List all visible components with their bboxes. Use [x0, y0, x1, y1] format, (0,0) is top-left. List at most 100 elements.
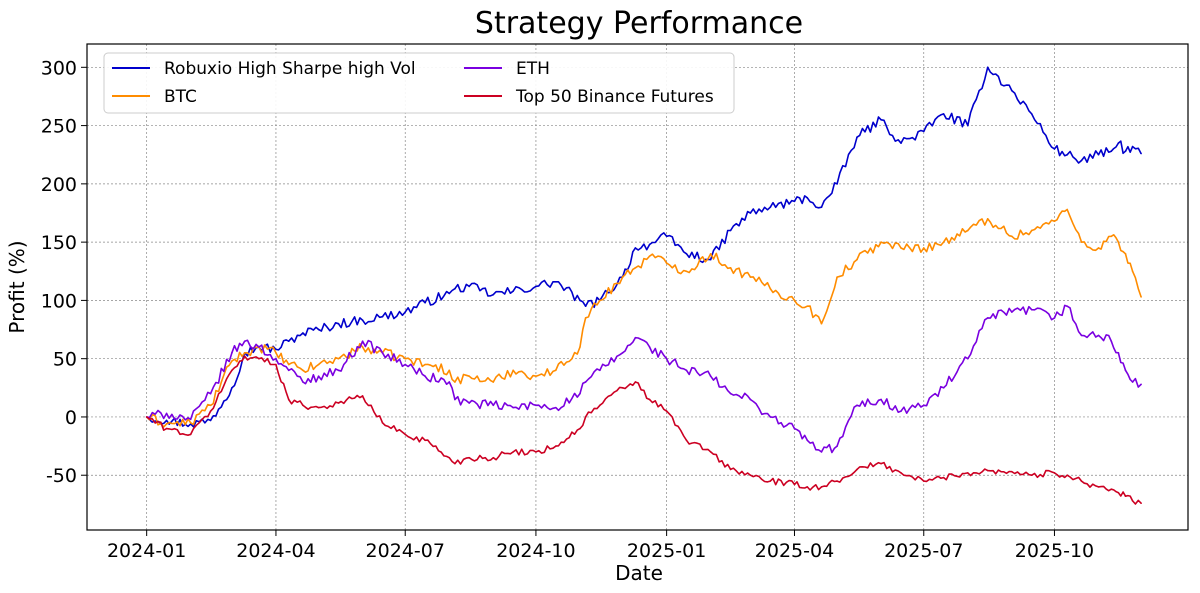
data-point	[967, 357, 969, 360]
data-point	[836, 445, 838, 447]
data-point	[1097, 486, 1100, 488]
data-point	[231, 387, 233, 389]
data-point	[599, 369, 601, 372]
y-tick-label: 300	[41, 57, 77, 79]
data-point	[856, 404, 858, 407]
data-point	[492, 404, 495, 407]
data-point	[599, 404, 601, 407]
data-point	[492, 456, 495, 459]
data-point	[967, 229, 969, 232]
data-point	[189, 421, 192, 424]
data-point	[685, 270, 688, 273]
data-point	[1053, 472, 1056, 474]
y-tick-label: 150	[41, 232, 77, 254]
data-point	[287, 340, 290, 342]
data-point	[555, 445, 557, 447]
y-axis-label: Profit (%)	[5, 240, 29, 333]
legend-entry: Robuxio High Sharpe high Vol	[164, 59, 416, 79]
data-point	[492, 381, 495, 383]
data-point	[986, 469, 989, 472]
data-point	[1011, 235, 1013, 238]
data-point	[258, 357, 260, 360]
data-point	[275, 363, 277, 366]
data-point	[820, 486, 823, 488]
data-point	[1097, 334, 1100, 337]
data-point	[820, 322, 823, 325]
data-point	[535, 375, 537, 377]
data-point	[1131, 270, 1134, 273]
data-point	[448, 292, 451, 295]
data-point	[1110, 340, 1113, 342]
data-point	[1053, 148, 1056, 150]
data-point	[665, 410, 668, 412]
data-point	[685, 439, 688, 442]
data-point	[555, 280, 557, 283]
legend-entry: BTC	[164, 87, 197, 107]
data-point	[468, 456, 470, 459]
data-point	[634, 336, 637, 339]
data-point	[665, 235, 668, 238]
grid-lines	[87, 44, 1188, 530]
data-point	[337, 402, 340, 404]
data-point	[381, 421, 384, 424]
data-point	[942, 476, 945, 479]
data-point	[820, 206, 823, 208]
data-point	[806, 197, 809, 199]
data-point	[337, 369, 340, 372]
data-point	[1110, 150, 1113, 153]
data-point	[584, 305, 587, 308]
data-point	[275, 348, 277, 351]
data-point	[793, 483, 796, 486]
data-point	[424, 375, 426, 377]
data-point	[448, 456, 451, 459]
data-point	[709, 252, 712, 255]
data-point	[836, 480, 838, 482]
data-point	[579, 427, 581, 430]
data-point	[231, 352, 233, 354]
data-point	[512, 290, 514, 292]
data-point	[709, 375, 712, 377]
data-point	[1066, 153, 1069, 156]
data-point	[967, 472, 969, 474]
data-point	[1066, 305, 1069, 308]
data-point	[492, 293, 495, 296]
data-point	[599, 299, 601, 302]
data-point	[361, 395, 364, 397]
x-tick-label: 2024-07	[366, 540, 445, 562]
data-point	[584, 317, 587, 319]
data-point	[1011, 311, 1013, 313]
series-line-3	[146, 355, 1142, 505]
data-point	[648, 243, 651, 246]
data-point	[1124, 369, 1127, 372]
data-point	[749, 474, 752, 477]
y-tick-label: 100	[41, 290, 77, 312]
data-point	[942, 387, 945, 389]
legend: Robuxio High Sharpe high Vol BTC ETH Top 50…	[103, 52, 735, 114]
data-point	[1066, 474, 1069, 477]
plot-area	[87, 44, 1188, 530]
data-point	[337, 357, 340, 360]
data-point	[209, 392, 212, 395]
legend-box	[103, 52, 735, 114]
x-axis: 2024-01 2024-04 2024-07 2024-10 2025-01 2025-…	[107, 530, 1094, 562]
data-point	[922, 404, 925, 407]
y-tick-label: -50	[46, 465, 77, 487]
data-point	[302, 404, 304, 407]
data-point	[381, 352, 384, 354]
data-point	[1131, 381, 1134, 383]
data-point	[584, 416, 587, 418]
data-point	[468, 285, 470, 288]
data-point	[749, 212, 752, 214]
data-point	[856, 136, 858, 139]
data-point	[512, 406, 514, 409]
data-point	[729, 229, 732, 232]
data-point	[634, 247, 637, 249]
data-point	[900, 142, 902, 144]
data-point	[634, 266, 637, 269]
data-point	[880, 241, 882, 243]
data-point	[986, 66, 989, 69]
data-point	[922, 130, 925, 133]
data-point	[856, 258, 858, 261]
y-tick-label: 250	[41, 116, 77, 138]
data-point	[1124, 495, 1127, 498]
